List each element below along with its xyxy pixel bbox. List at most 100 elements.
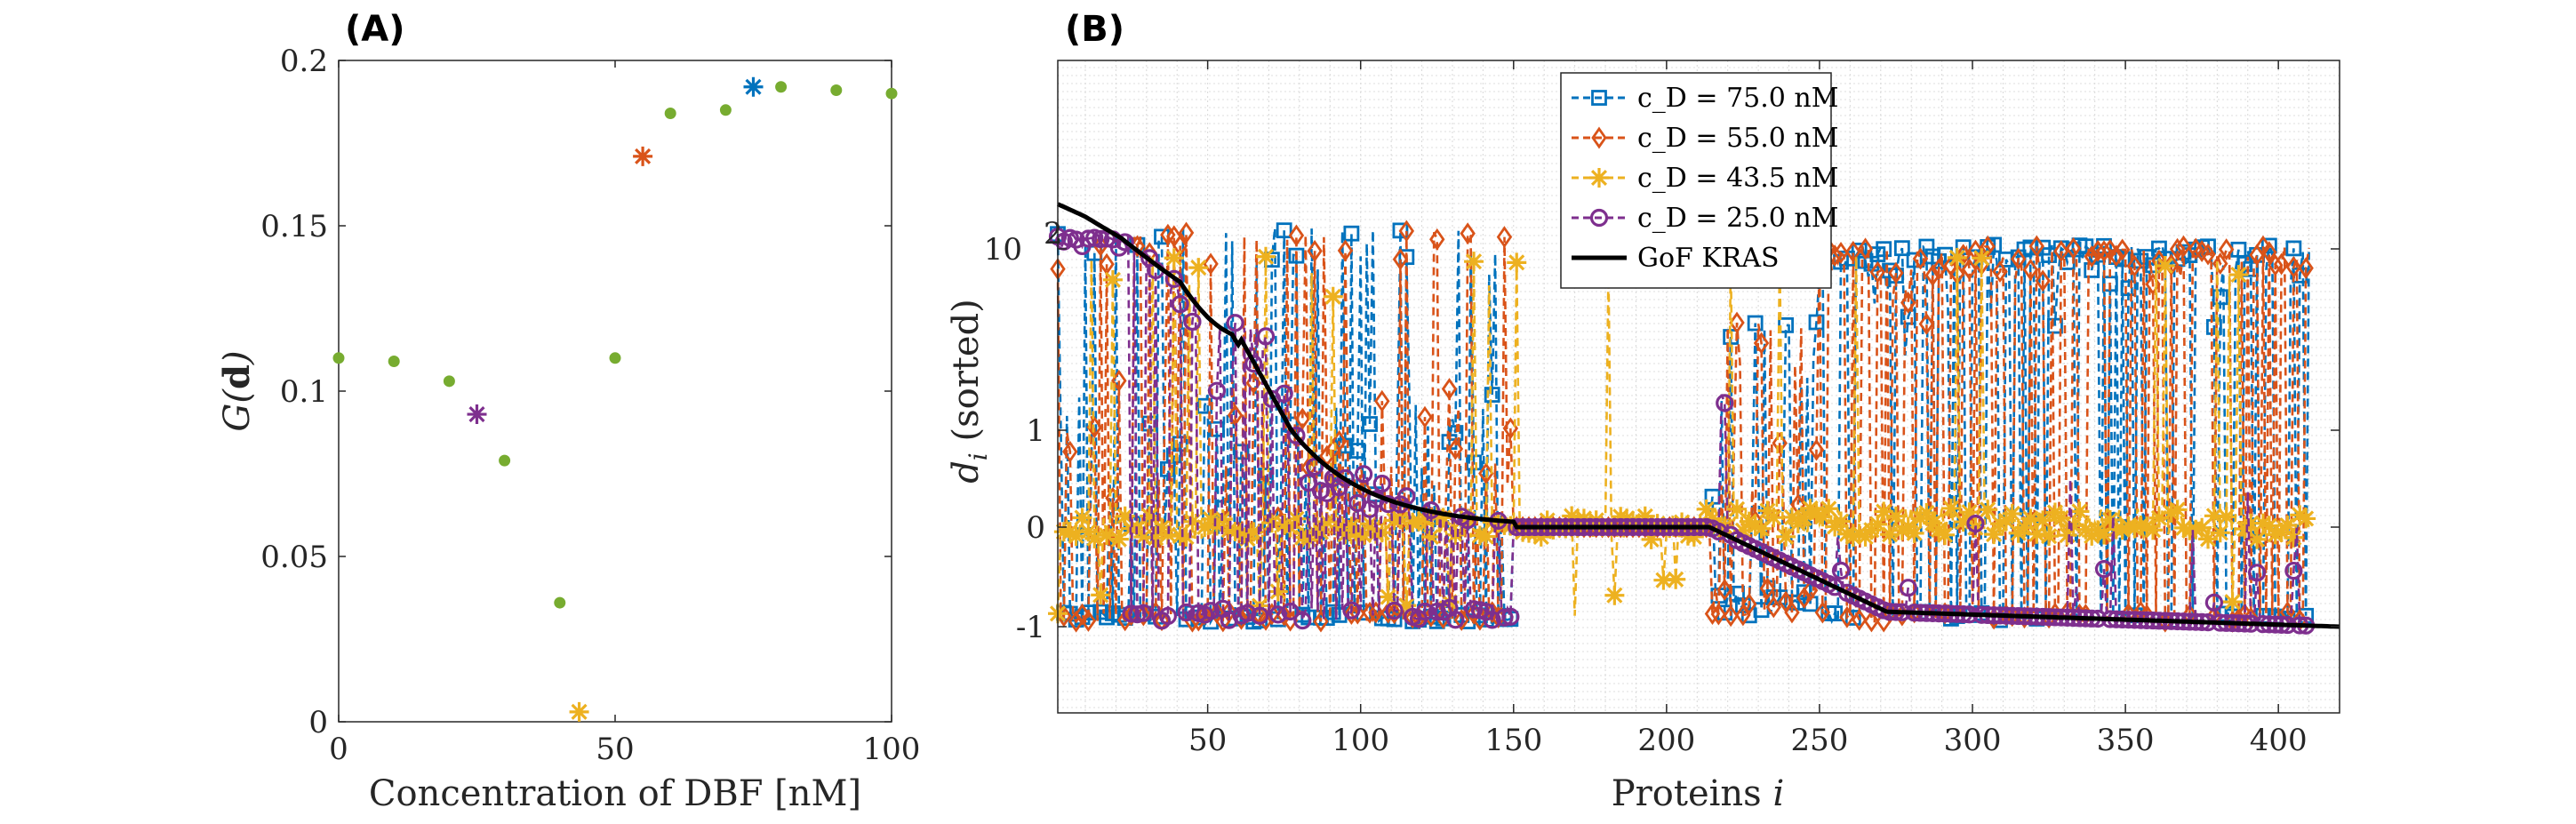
panel-a-point	[609, 352, 621, 364]
panel-b-point	[1392, 222, 1409, 239]
panel-b-point	[1727, 499, 1748, 519]
panel-b-point	[2167, 500, 2188, 520]
panel-b-point	[1342, 601, 1361, 620]
panel-b-point	[1288, 247, 1305, 264]
panel-b-point	[2186, 519, 2206, 540]
panel-b-point	[1953, 512, 1973, 532]
panel-b-point	[2218, 238, 2235, 261]
panel-b-point	[2014, 517, 2035, 538]
panel-b-point	[1495, 608, 1514, 627]
panel-b-point	[1501, 607, 1520, 626]
panel-b-xtick-label: 400	[2250, 723, 2308, 758]
panel-b-point	[2027, 524, 2047, 544]
panel-b-point	[2284, 527, 2304, 548]
panel-b-point	[1753, 332, 1770, 355]
panel-b-ytick-label: 1	[1026, 413, 1045, 449]
panel-b-label: (B)	[1065, 9, 1124, 50]
panel-a-point	[830, 84, 843, 96]
panel-b-point	[1292, 527, 1313, 548]
panel-b-point	[1476, 526, 1496, 547]
panel-b-point	[1684, 526, 1704, 547]
panel-b-point	[1874, 501, 1894, 522]
panel-b-ytick-label: 10	[984, 232, 1022, 268]
panel-b-point	[2020, 508, 2041, 529]
panel-b-point	[1778, 316, 1794, 333]
panel-b-point	[2094, 560, 2114, 579]
panel-a-label: (A)	[345, 9, 405, 50]
panel-b-point	[1207, 381, 1227, 400]
panel-b-point	[1784, 601, 1800, 624]
panel-b-point	[1115, 506, 1135, 526]
panel-b-point	[1992, 260, 2008, 284]
panel-b-point	[1892, 520, 1912, 540]
panel-b-point	[1164, 269, 1183, 288]
panel-a-point	[499, 454, 511, 467]
panel-b-point	[1732, 520, 1753, 540]
legend-entry-3: c_D = 25.0 nM	[1572, 203, 1838, 234]
panel-b-point	[2063, 516, 2084, 536]
panel-b-point	[1460, 222, 1476, 245]
panel-a-point	[664, 108, 676, 120]
panel-a-xlabel: Concentration of DBF [nM]	[369, 773, 861, 814]
panel-b-point	[1190, 609, 1207, 632]
panel-b-point	[1409, 511, 1429, 532]
panel-b-point	[1219, 520, 1239, 540]
panel-b-point	[1316, 512, 1337, 532]
panel-a-scatter-chart: 0 50 100 0 0.05 0.1 0.15 0.2 Concentration of D…	[216, 44, 920, 814]
panel-b-point	[2241, 513, 2261, 533]
panel-b-ticks: 50 100 150 200 250 300 350 400 -1 0 1 10 2	[984, 60, 2340, 758]
panel-b-point	[1868, 514, 1888, 534]
panel-b-point	[1337, 239, 1354, 262]
panel-b-point	[2090, 239, 2106, 262]
panel-b-point	[1380, 601, 1396, 624]
panel-b-point	[1765, 596, 1782, 619]
panel-b-point	[1604, 585, 1625, 605]
panel-b-point	[1108, 529, 1129, 549]
panel-b-point	[1702, 508, 1723, 529]
legend-swatch-marker	[1589, 208, 1609, 228]
panel-b-point	[1814, 601, 1831, 624]
panel-a-point	[467, 404, 487, 425]
panel-b-point	[1918, 313, 1935, 335]
panel-b-line-chart: 50 100 150 200 250 300 350 400 -1 0 1 10 2 Proteins …	[946, 60, 2340, 814]
panel-b-point	[1710, 603, 1727, 626]
panel-a-ytick-label: 0	[308, 705, 328, 740]
panel-b-xtick-label: 250	[1790, 723, 1848, 758]
legend-entry-1: c_D = 55.0 nM	[1572, 123, 1838, 154]
panel-b-point	[1286, 508, 1307, 529]
panel-b-point	[1802, 579, 1819, 602]
panel-a-ytick-label: 0.1	[280, 374, 328, 410]
panel-b-point	[2065, 236, 2082, 260]
panel-b-point	[1924, 264, 1940, 287]
panel-b-point	[1940, 498, 1961, 518]
panel-b-point	[1857, 237, 1874, 260]
panel-b-point	[1808, 438, 1825, 461]
panel-b-point	[1268, 605, 1287, 624]
panel-b-point	[1967, 239, 1984, 262]
panel-a-ytick-label: 0.05	[260, 540, 328, 575]
panel-b-point	[1158, 606, 1177, 626]
panel-b-point	[1641, 529, 1661, 549]
panel-b-point	[1062, 440, 1078, 463]
legend-entry-2: c_D = 43.5 nM	[1572, 163, 1838, 194]
legend-box	[1560, 72, 1832, 289]
panel-b-point	[2039, 526, 2060, 547]
panel-b-point	[1428, 602, 1446, 621]
panel-b-point	[2143, 520, 2164, 540]
panel-b-point	[1341, 516, 1362, 537]
panel-b-point	[2002, 503, 2022, 524]
panel-b-point	[2114, 238, 2131, 261]
panel-b-point	[1079, 229, 1098, 248]
panel-b-point	[2114, 251, 2131, 268]
panel-b-point	[1819, 499, 1839, 519]
panel-b-point	[1097, 525, 1117, 546]
panel-b-point	[1446, 611, 1465, 629]
panel-b-point	[1478, 462, 1494, 485]
panel-a-point	[885, 87, 898, 100]
panel-b-legend: c_D = 75.0 nM c_D = 55.0 nM c_D = 43.5 nM c…	[1560, 72, 1838, 289]
panel-b-point	[1851, 608, 1868, 631]
panel-b-point	[1433, 508, 1453, 528]
panel-b-point	[2102, 238, 2118, 261]
panel-b-point	[1362, 416, 1378, 432]
